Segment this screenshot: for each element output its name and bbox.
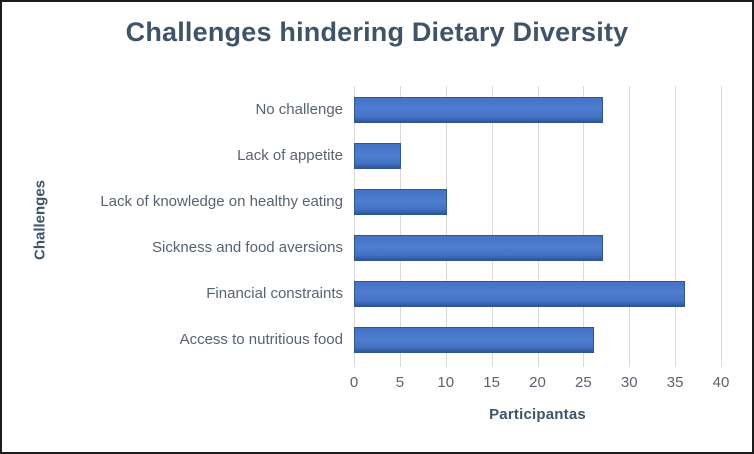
bar-0	[354, 97, 603, 123]
x-tick-label-5: 5	[395, 374, 405, 391]
x-tick-label-20: 20	[529, 374, 546, 391]
x-tick-label-10: 10	[437, 374, 455, 391]
gridline-x-40	[721, 86, 722, 367]
gridline-x-10	[445, 86, 447, 367]
plot-area	[354, 86, 722, 367]
x-tick-label-40: 40	[712, 374, 730, 391]
category-label-0: No challenge	[255, 100, 343, 118]
x-tick-label-35: 35	[666, 374, 684, 391]
gridline-x-15	[491, 86, 493, 367]
x-tick-label-30: 30	[620, 374, 638, 391]
bar-4	[354, 281, 686, 307]
bar-5	[354, 327, 594, 353]
gridline-x-20	[537, 86, 539, 367]
x-axis-title: Participantas	[489, 406, 586, 423]
bar-1	[354, 143, 401, 169]
gridline-x-35	[675, 86, 677, 367]
gridline-x-30	[629, 86, 631, 367]
category-label-2: Lack of knowledge on healthy eating	[100, 192, 343, 210]
x-tick-label-15: 15	[483, 374, 500, 391]
bar-2	[354, 189, 447, 215]
category-axis-labels: No challenge Lack of appetite Lack of know…	[57, 86, 343, 362]
gridline-x-0	[354, 86, 355, 367]
category-label-1: Lack of appetite	[237, 146, 343, 164]
x-axis-tick-labels: 0 5 10 15 20 25 30 35 40	[350, 374, 730, 394]
x-tick-label-25: 25	[575, 374, 592, 391]
gridline-x-25	[583, 86, 585, 367]
chart-title: Challenges hindering Dietary Diversity	[125, 17, 629, 47]
y-axis-title: Challenges	[31, 179, 49, 261]
x-tick-label-0: 0	[349, 374, 359, 391]
category-label-3: Sickness and food aversions	[152, 238, 343, 256]
gridline-x-5	[399, 86, 401, 367]
category-label-4: Financial constraints	[206, 284, 343, 302]
category-label-5: Access to nutritious food	[179, 330, 343, 348]
bar-3	[354, 235, 603, 261]
